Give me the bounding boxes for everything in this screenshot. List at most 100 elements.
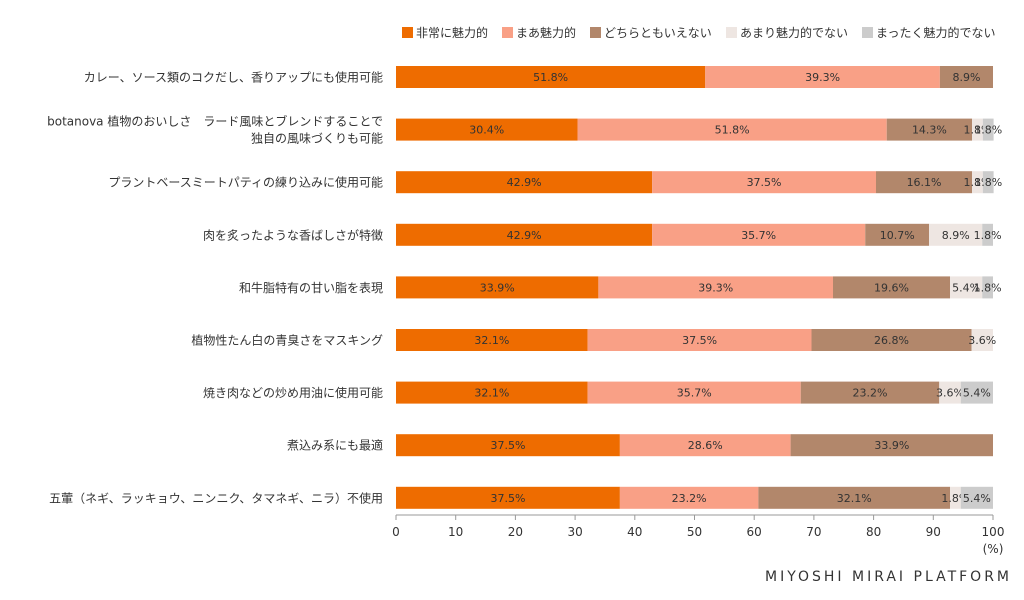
- data-label: 37.5%: [747, 176, 782, 189]
- bar-segment: [758, 486, 951, 509]
- data-label: 16.1%: [907, 176, 942, 189]
- x-tick-label: 100: [982, 525, 1005, 539]
- bar-segment: [396, 171, 653, 194]
- data-label: 33.9%: [874, 439, 909, 452]
- bar-row: 37.5% 23.2% 32.1% 1.8%5.4%: [396, 486, 993, 509]
- stacked-bar-chart: 非常に魅力的 まあ魅力的 どちらともいえない あまり魅力的でない まったく魅力的でない …: [47, 25, 1005, 556]
- bar-segment: [619, 434, 791, 457]
- bar-segment: [587, 381, 801, 404]
- data-label: 42.9%: [507, 176, 542, 189]
- legend-item: まったく魅力的でない: [862, 25, 996, 40]
- data-label: 1.8%: [974, 229, 1002, 242]
- data-label: 23.2%: [853, 387, 888, 400]
- x-tick-label: 0: [392, 525, 400, 539]
- data-label: 19.6%: [874, 281, 909, 294]
- bar-segment: [939, 66, 993, 88]
- x-tick-label: 40: [627, 525, 642, 539]
- bar-row: 42.9% 37.5% 16.1% 1.8%1.8%: [396, 171, 1002, 194]
- legend: 非常に魅力的 まあ魅力的 どちらともいえない あまり魅力的でない まったく魅力的でない: [402, 25, 996, 40]
- data-label: 51.8%: [715, 124, 750, 137]
- legend-item: まあ魅力的: [502, 25, 576, 40]
- bar-segment: [652, 171, 876, 194]
- bar-segment: [982, 171, 994, 194]
- bar-row: 37.5% 28.6% 33.9%: [396, 434, 993, 457]
- bar-segment: [587, 329, 812, 351]
- data-label: 32.1%: [837, 492, 872, 505]
- legend-swatch: [402, 27, 413, 38]
- data-label: 32.1%: [474, 334, 509, 347]
- x-tick-label: 70: [806, 525, 821, 539]
- bar-segment: [929, 223, 983, 246]
- data-label: 14.3%: [912, 124, 947, 137]
- bar-segment: [982, 223, 993, 246]
- data-label: 3.6%: [968, 334, 996, 347]
- category-label: 植物性たん白の青臭さをマスキング: [191, 333, 383, 348]
- category-label: 和牛脂特有の甘い脂を表現: [239, 280, 383, 295]
- x-tick-label: 30: [567, 525, 582, 539]
- plot-area: 51.8% 39.3% 8.9% 30.4% 51.8% 14.3% 1.8% 1.8% 42.…: [396, 66, 1002, 509]
- x-tick-label: 60: [747, 525, 762, 539]
- data-label: 30.4%: [469, 124, 504, 137]
- bar-row: 32.1% 35.7% 23.2% 3.6%5.4%: [396, 381, 993, 404]
- category-label: 五葷（ネギ、ラッキョウ、ニンニク、タマネギ、ニラ）不使用: [49, 490, 383, 505]
- category-labels: カレー、ソース類のコクだし、香りアップにも使用可能 botanova 植物のおいし…: [47, 70, 383, 506]
- bar-segment: [619, 486, 759, 509]
- bar-segment: [396, 276, 599, 299]
- data-label: 28.6%: [688, 439, 723, 452]
- bar-segment: [865, 223, 930, 246]
- bar-segment: [396, 381, 588, 404]
- brand-logo-text: MIYOSHI MIRAI PLATFORM: [764, 569, 1012, 585]
- x-unit-label: (%): [983, 542, 1004, 556]
- data-label: 33.9%: [480, 281, 515, 294]
- data-label: 37.5%: [490, 439, 525, 452]
- bar-segment: [972, 171, 983, 194]
- bar-segment: [950, 276, 983, 299]
- data-label: 1.8%: [974, 281, 1002, 294]
- legend-label: まったく魅力的でない: [876, 25, 996, 40]
- x-axis: 0 10 20 30 40 50 60 70 80 90 100 (%): [392, 514, 1005, 556]
- data-label: 23.2%: [672, 492, 707, 505]
- data-label: 42.9%: [507, 229, 542, 242]
- legend-item: 非常に魅力的: [402, 25, 488, 40]
- bar-segment: [577, 118, 887, 141]
- data-label: 39.3%: [805, 71, 840, 84]
- bar-segment: [982, 276, 993, 299]
- category-label: 肉を炙ったような香ばしさが特徴: [203, 227, 383, 242]
- data-label: 1.8%: [974, 176, 1002, 189]
- data-label: 51.8%: [533, 71, 568, 84]
- bar-segment: [396, 434, 620, 457]
- bar-segment: [790, 434, 993, 457]
- category-label: 焼き肉などの炒め用油に使用可能: [203, 385, 383, 400]
- data-label: 37.5%: [490, 492, 525, 505]
- bar-segment: [972, 118, 983, 141]
- category-label: 煮込み系にも最適: [287, 438, 383, 453]
- legend-item: どちらともいえない: [590, 26, 712, 40]
- legend-item: あまり魅力的でない: [726, 25, 848, 40]
- legend-swatch: [862, 27, 873, 38]
- bar-segment: [800, 381, 940, 404]
- bar-segment: [833, 276, 951, 299]
- legend-label: あまり魅力的でない: [740, 25, 848, 40]
- data-label: 37.5%: [682, 334, 717, 347]
- bar-row: 51.8% 39.3% 8.9%: [396, 66, 993, 88]
- bar-segment: [950, 486, 961, 509]
- legend-swatch: [502, 27, 513, 38]
- data-label: 8.9%: [952, 71, 980, 84]
- category-label: botanova 植物のおいしさ ラード風味とブレンドすることで: [47, 114, 383, 129]
- category-label: 独自の風味づくりも可能: [251, 132, 383, 146]
- x-tick-label: 20: [508, 525, 523, 539]
- category-label: プラントベースミートパティの練り込みに使用可能: [108, 175, 383, 190]
- bar-segment: [875, 171, 973, 194]
- data-label: 26.8%: [874, 334, 909, 347]
- bar-segment: [939, 381, 961, 404]
- bar-row: 32.1% 37.5% 26.8% 3.6%: [396, 329, 996, 351]
- x-tick-label: 90: [926, 525, 941, 539]
- data-label: 10.7%: [880, 229, 915, 242]
- data-label: 3.6%: [936, 387, 964, 400]
- bar-segment: [886, 118, 973, 141]
- x-tick-label: 80: [866, 525, 881, 539]
- data-label: 35.7%: [677, 387, 712, 400]
- bar-segment: [396, 329, 588, 351]
- data-label: 5.4%: [963, 492, 991, 505]
- data-label: 35.7%: [741, 229, 776, 242]
